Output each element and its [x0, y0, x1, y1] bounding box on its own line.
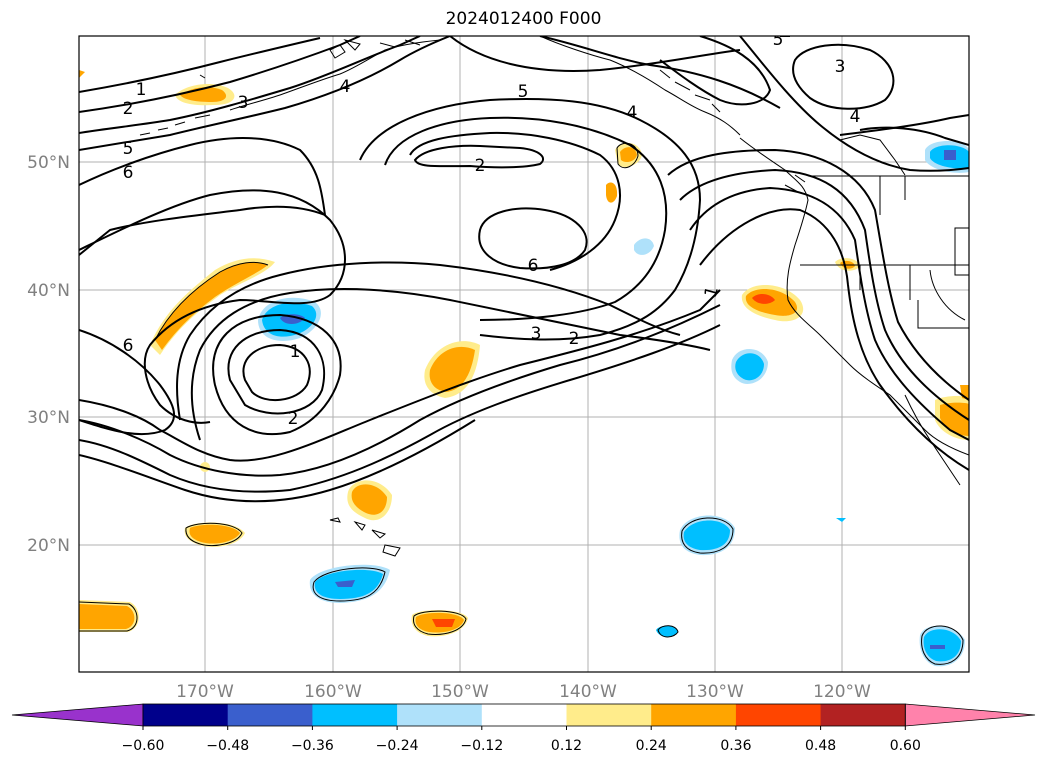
colorbar-tick-label: 0.12 — [551, 738, 582, 754]
gridlines — [79, 36, 969, 672]
contour-label: 5 — [123, 139, 134, 159]
anomaly-positive — [429, 346, 475, 392]
contour-label: 6 — [123, 336, 134, 356]
contour-label: 4 — [340, 77, 351, 97]
anomaly-positive — [752, 294, 775, 304]
colorbar-swatch — [735, 704, 822, 726]
colorbar: −0.60 −0.48 −0.36 −0.24 −0.12 0.12 0.24 0.36 0.4… — [11, 703, 1036, 754]
anomaly-fills — [79, 70, 969, 667]
anomaly-negative — [634, 238, 654, 255]
anomaly-positive — [351, 484, 387, 515]
anomaly-negative — [335, 580, 355, 587]
lon-label: 140°W — [559, 682, 617, 702]
lat-label: 40°N — [27, 281, 70, 301]
contour-lines — [79, 36, 969, 503]
longitude-labels: 170°W 160°W 150°W 140°W 130°W 120°W — [176, 682, 871, 702]
lat-label: 30°N — [27, 408, 70, 428]
anomaly-positive — [155, 262, 268, 350]
anomaly-positive — [620, 147, 637, 163]
anomaly-positive — [79, 70, 85, 78]
contour-label: 4 — [627, 103, 638, 123]
map-title: 2024012400 F000 — [445, 9, 602, 29]
anomaly-positive — [189, 524, 240, 544]
anomaly-negative — [683, 520, 730, 551]
anomaly-positive — [432, 619, 455, 627]
colorbar-swatch — [143, 704, 229, 726]
contour-label: 2 — [123, 99, 134, 119]
contour-label: 6 — [123, 163, 134, 183]
colorbar-swatch — [566, 704, 652, 726]
anomaly-negative — [656, 625, 678, 637]
latitude-labels: 50°N 40°N 30°N 20°N — [27, 153, 70, 556]
contour-label: 1 — [136, 80, 147, 100]
colorbar-tick-label: −0.24 — [376, 738, 419, 754]
anomaly-negative — [735, 353, 764, 381]
contour-label: 5 — [518, 82, 529, 102]
contour-label: 2 — [569, 329, 580, 349]
colorbar-swatch — [651, 704, 737, 726]
lat-label: 20°N — [27, 536, 70, 556]
colorbar-tick-label: 0.24 — [636, 738, 667, 754]
colorbar-extend-max — [904, 703, 1036, 727]
colorbar-extend-min — [11, 703, 144, 727]
colorbar-tick-label: −0.36 — [291, 738, 334, 754]
contour-label: 2 — [288, 409, 299, 429]
anomaly-negative — [930, 645, 945, 649]
colorbar-tick-label: −0.60 — [122, 738, 165, 754]
lon-label: 170°W — [176, 682, 234, 702]
contour-label: 3 — [531, 324, 542, 344]
colorbar-tick-label: −0.12 — [460, 738, 503, 754]
anomaly-negative — [280, 314, 305, 325]
colorbar-tick-label: 0.48 — [805, 738, 836, 754]
contour-label: 2 — [475, 156, 486, 176]
plot-frame — [78, 35, 970, 673]
colorbar-swatch — [397, 704, 483, 726]
anomaly-positive — [606, 182, 618, 203]
contour-label: 3 — [835, 57, 846, 77]
colorbar-swatch — [820, 704, 906, 726]
colorbar-tick-label: 0.36 — [720, 738, 751, 754]
contour-label: 4 — [850, 107, 861, 127]
colorbar-tick-label: −0.48 — [206, 738, 249, 754]
contour-label: 5 — [773, 30, 784, 50]
lat-label: 50°N — [27, 153, 70, 173]
anomaly-positive — [79, 604, 135, 629]
colorbar-swatch — [312, 704, 398, 726]
contour-label: 6 — [528, 256, 539, 276]
contour-label: 3 — [238, 93, 249, 113]
contour-label: 1 — [701, 284, 723, 300]
colorbar-swatch — [481, 704, 567, 726]
lon-label: 150°W — [431, 682, 489, 702]
colorbar-frame — [142, 703, 906, 727]
lon-label: 130°W — [686, 682, 744, 702]
lon-label: 120°W — [813, 682, 871, 702]
contour-label: 1 — [290, 342, 301, 362]
anomaly-negative — [836, 518, 846, 522]
plot-area — [79, 36, 969, 672]
colorbar-swatch — [227, 704, 313, 726]
anomaly-negative — [944, 150, 956, 160]
contour-labels: 1 2 3 4 5 6 5 6 5 4 2 6 3 2 1 6 1 2 3 4 … — [123, 30, 861, 429]
colorbar-tick-label: 0.60 — [890, 738, 921, 754]
lon-label: 160°W — [304, 682, 362, 702]
